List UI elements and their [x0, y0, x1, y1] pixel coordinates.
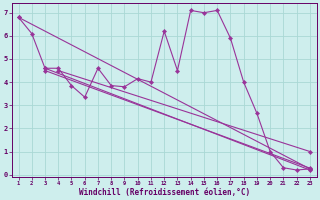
X-axis label: Windchill (Refroidissement éolien,°C): Windchill (Refroidissement éolien,°C) [79, 188, 250, 197]
